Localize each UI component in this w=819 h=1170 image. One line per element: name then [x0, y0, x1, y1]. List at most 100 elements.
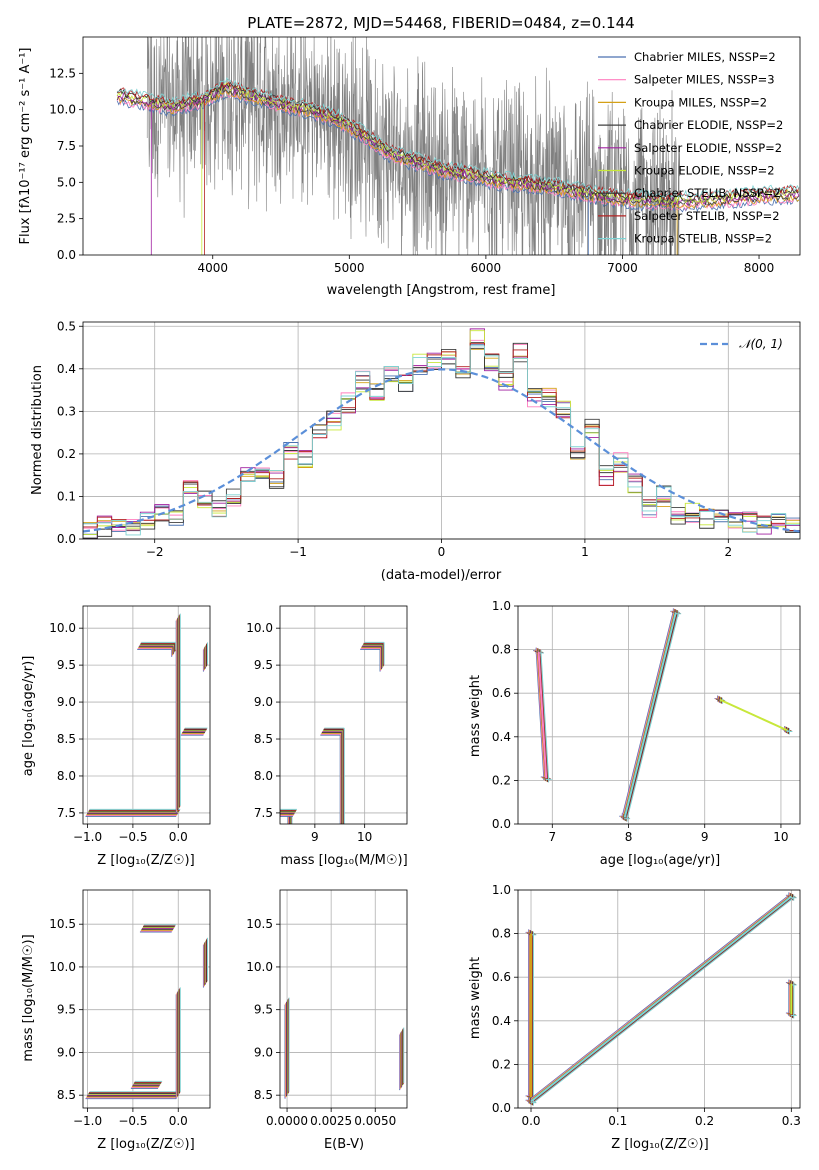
legend-label-8: Kroupa STELIB, NSSP=2	[634, 232, 772, 246]
axes-frame	[279, 889, 408, 1109]
x-tick-label: 0.0	[169, 830, 188, 844]
weight-segment	[528, 894, 790, 1101]
p2-xlabel: Z [log₁₀(Z/Z☉)]	[97, 853, 194, 868]
weight-segment-main	[530, 895, 792, 1103]
x-tick-label: 4000	[197, 261, 228, 275]
y-tick-label: 8.0	[254, 769, 273, 783]
axes-frame	[82, 36, 801, 256]
y-tick-label: 7.5	[57, 139, 76, 153]
spectrum-xlabel: wavelength [Angstrom, rest frame]	[327, 283, 556, 298]
y-tick-label: 0.8	[492, 643, 511, 657]
y-tick-label: 10.0	[246, 960, 273, 974]
mass-vs-extinction-panel: 0.0000 0.0025 0.0050 8.5 9.0 9.5 10.0 10.5	[246, 889, 408, 1128]
p4-xlabel: age [log₁₀(age/yr)]	[600, 853, 721, 868]
weight-segment	[625, 613, 678, 819]
y-tick-label: 1.0	[492, 883, 511, 897]
y-tick-label: 9.5	[57, 658, 76, 672]
weight-segment	[622, 611, 676, 817]
x-tick-label: −0.5	[118, 830, 147, 844]
y-tick-label: 8.5	[57, 732, 76, 746]
axes-frame	[279, 605, 408, 825]
x-tick-label: −1.0	[73, 1114, 102, 1128]
hist-ylabel: Normed distribution	[30, 365, 45, 495]
histogram-series-8	[83, 345, 800, 539]
model-spectrum-8	[117, 77, 800, 199]
x-tick-label: 0.0	[169, 1114, 188, 1128]
weight-segment	[625, 613, 679, 819]
y-tick-label: 0.5	[57, 319, 76, 333]
y-tick-label: 0.4	[492, 730, 511, 744]
legend-label-0: Chabrier MILES, NSSP=2	[634, 50, 776, 64]
hist-xlabel: (data-model)/error	[381, 568, 502, 583]
y-tick-label: 0.2	[492, 773, 511, 787]
p3-xlabel: mass [log₁₀(M/M☉)]	[280, 853, 407, 868]
mass-vs-metallicity-panel: −1.0 −0.5 0.0 8.5 9.0 9.5 10.0 10.5	[49, 889, 211, 1128]
x-tick-label: 0	[438, 545, 446, 559]
x-tick-label: 9	[311, 830, 319, 844]
y-tick-label: 0.0	[57, 248, 76, 262]
x-tick-label: 5000	[334, 261, 365, 275]
x-tick-label: 0.1	[608, 1114, 627, 1128]
spectrum-ylabel: Flux [fλ10⁻¹⁷ erg cm⁻² s⁻¹ A⁻¹]	[18, 48, 33, 245]
legend-label-1: Salpeter MILES, NSSP=3	[634, 73, 775, 87]
observed-spectrum	[146, 37, 681, 255]
x-tick-label: 10	[357, 830, 372, 844]
x-tick-label: 0.0050	[354, 1114, 396, 1128]
weight-segment-main	[719, 698, 788, 732]
x-tick-label: 0.0000	[266, 1114, 308, 1128]
y-tick-label: 10.0	[246, 621, 273, 635]
axes-frame	[517, 889, 801, 1109]
p4-ylabel: mass weight	[468, 675, 483, 757]
model-spectrum-1	[116, 90, 800, 212]
weight-segment	[532, 897, 794, 1103]
plot-area	[284, 997, 405, 1099]
y-tick-label: 0.0	[492, 817, 511, 831]
model-spectrum-6	[116, 81, 800, 203]
y-tick-label: 8.5	[254, 1088, 273, 1102]
weight-segment	[540, 652, 550, 780]
weight-segment	[528, 895, 790, 1101]
y-tick-label: 9.0	[254, 695, 273, 709]
y-tick-label: 10.0	[49, 960, 76, 974]
spectrum-panel: 4000 5000 6000 7000 8000 0.0 2.5 5.0 7.5 10.0 12.5…	[49, 36, 801, 275]
model-spectrum-7	[116, 80, 800, 201]
p5-xlabel: Z [log₁₀(Z/Z☉)]	[97, 1137, 194, 1152]
y-tick-label: 5.0	[57, 175, 76, 189]
y-tick-label: 2.5	[57, 212, 76, 226]
y-tick-label: 10.5	[49, 917, 76, 931]
plot-area	[280, 641, 385, 824]
x-tick-label: 7000	[607, 261, 638, 275]
p7-ylabel: mass weight	[468, 957, 483, 1039]
weight-segment	[622, 611, 675, 817]
y-tick-label: 0.6	[492, 970, 511, 984]
y-tick-label: 10.5	[246, 917, 273, 931]
y-tick-label: 0.6	[492, 686, 511, 700]
p7-xlabel: Z [log₁₀(Z/Z☉)]	[611, 1137, 708, 1152]
y-tick-label: 9.0	[57, 695, 76, 709]
y-tick-label: 0.0	[57, 532, 76, 546]
p2-ylabel: age [log₁₀(age/yr)]	[21, 656, 36, 777]
y-tick-label: 9.5	[254, 1003, 273, 1017]
weight-segment	[621, 611, 674, 817]
legend-label-normal: 𝒩(0, 1)	[739, 337, 783, 351]
weight-segment	[539, 652, 549, 780]
plot-area	[533, 608, 793, 822]
weight-segment-main	[623, 612, 677, 818]
y-tick-label: 0.4	[492, 1014, 511, 1028]
y-tick-label: 9.5	[57, 1003, 76, 1017]
plot-area	[85, 924, 208, 1100]
y-tick-label: 8.5	[57, 1088, 76, 1102]
x-tick-label: 6000	[471, 261, 502, 275]
x-tick-label: 8	[625, 830, 633, 844]
mass-weight-vs-age-panel: 7 8 9 10 0.0 0.2 0.4 0.6 0.8 1.0	[492, 599, 801, 844]
weight-segment	[529, 895, 791, 1102]
legend-label-6: Chabrier STELIB, NSSP=2	[634, 186, 781, 200]
x-tick-label: 0.3	[782, 1114, 801, 1128]
weight-segment	[539, 652, 548, 779]
weight-segment	[536, 650, 545, 778]
plot-area	[116, 37, 800, 255]
y-tick-label: 8.5	[254, 732, 273, 746]
legend-label-2: Kroupa MILES, NSSP=2	[634, 95, 767, 109]
x-tick-label: 0.0	[521, 1114, 540, 1128]
